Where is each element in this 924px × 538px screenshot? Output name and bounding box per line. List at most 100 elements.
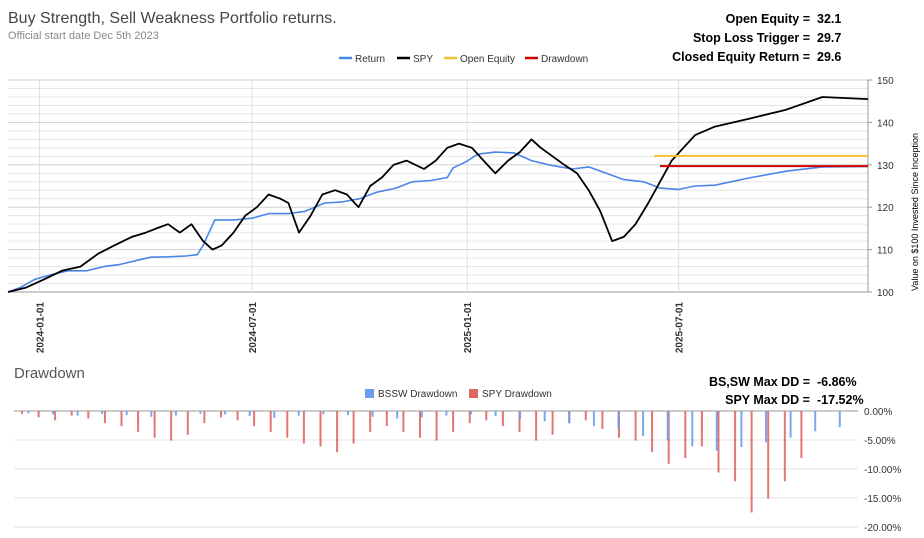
spy-drawdown-bar bbox=[700, 411, 703, 447]
bssw-drawdown-bar bbox=[740, 411, 743, 447]
bssw-drawdown-bar bbox=[52, 411, 54, 415]
stat-bssw-max-dd-value: -6.86% bbox=[817, 375, 857, 389]
spy-drawdown-bar bbox=[501, 411, 504, 427]
bssw-drawdown-bar bbox=[150, 411, 153, 417]
drawdown-chart-title: Drawdown bbox=[14, 365, 85, 382]
main-x-tick-label: 2024-01-01 bbox=[36, 302, 47, 354]
main-x-tick-label: 2025-07-01 bbox=[675, 302, 686, 354]
spy-drawdown-bar bbox=[236, 411, 239, 421]
bssw-drawdown-bar bbox=[568, 411, 571, 424]
bssw-drawdown-bar bbox=[248, 411, 251, 417]
stat-spy-max-dd-label: SPY Max DD = bbox=[725, 393, 810, 407]
bssw-drawdown-bar bbox=[617, 411, 620, 429]
spy-drawdown-bar bbox=[286, 411, 289, 438]
drawdown-y-tick-label: -20.00% bbox=[864, 523, 901, 534]
legend-spy-dd-swatch bbox=[469, 389, 478, 398]
spy-drawdown-bar bbox=[651, 411, 654, 453]
spy-drawdown-bar bbox=[87, 411, 90, 419]
spy-drawdown-bar bbox=[734, 411, 737, 482]
legend-open-equity-label: Open Equity bbox=[460, 54, 515, 65]
main-y-tick-label: 100 bbox=[877, 288, 894, 299]
spy-drawdown-bar bbox=[419, 411, 421, 438]
spy-drawdown-bar bbox=[750, 411, 753, 513]
bssw-drawdown-bar bbox=[396, 411, 399, 419]
spy-drawdown-bar bbox=[402, 411, 405, 432]
stat-bssw-max-dd-label: BS,SW Max DD = bbox=[709, 375, 810, 389]
bssw-drawdown-bar bbox=[297, 411, 300, 416]
spy-drawdown-bar bbox=[269, 411, 272, 432]
spy-drawdown-bar bbox=[452, 411, 455, 432]
spy-drawdown-bar bbox=[220, 411, 222, 418]
main-y-tick-label: 140 bbox=[877, 118, 894, 129]
main-chart-y-axis-label: Value on $100 Invested Since Inception bbox=[910, 133, 920, 291]
legend-drawdown-label: Drawdown bbox=[541, 54, 588, 65]
drawdown-y-tick-label: -10.00% bbox=[864, 465, 901, 476]
bssw-drawdown-bar bbox=[814, 411, 817, 432]
main-y-tick-label: 110 bbox=[877, 246, 893, 257]
bssw-drawdown-bar bbox=[322, 411, 325, 415]
bssw-drawdown-bar bbox=[765, 411, 767, 443]
main-chart-series bbox=[7, 96, 869, 293]
spy-drawdown-bar bbox=[800, 411, 803, 458]
spy-drawdown-bar bbox=[767, 411, 770, 499]
spy-drawdown-bar bbox=[302, 411, 305, 444]
bssw-drawdown-bar bbox=[76, 411, 79, 416]
spy-drawdown-bar bbox=[54, 411, 57, 421]
main-chart-x-ticks: 2024-01-01 2024-07-01 2025-01-01 2025-07-01 bbox=[36, 80, 686, 353]
spy-drawdown-bar bbox=[551, 411, 554, 435]
spy-drawdown-bar bbox=[717, 411, 720, 473]
main-chart-y-ticks: 100 110 120 130 140 150 bbox=[868, 76, 894, 299]
spy-drawdown-bar bbox=[319, 411, 322, 447]
legend-spy-dd-label: SPY Drawdown bbox=[482, 389, 552, 400]
spy-drawdown-bar bbox=[435, 411, 438, 441]
spy-drawdown-bar bbox=[518, 411, 521, 432]
bssw-drawdown-bar bbox=[592, 411, 595, 427]
bssw-drawdown-bar bbox=[199, 411, 202, 414]
spy-drawdown-bar bbox=[186, 411, 189, 435]
stat-open-equity-label: Open Equity = bbox=[726, 12, 810, 26]
spy-drawdown-bar bbox=[21, 411, 23, 414]
bssw-drawdown-bar bbox=[789, 411, 792, 438]
stat-stop-loss-label: Stop Loss Trigger = bbox=[693, 31, 810, 45]
spy-drawdown-bar bbox=[684, 411, 687, 458]
drawdown-chart-y-ticks: 0.00% -5.00% -10.00% -15.00% -20.00% bbox=[864, 407, 901, 534]
bssw-drawdown-bar bbox=[445, 411, 448, 416]
stat-open-equity-value: 32.1 bbox=[817, 12, 841, 26]
drawdown-y-tick-label: -15.00% bbox=[864, 494, 901, 505]
spy-drawdown-bar bbox=[601, 411, 604, 429]
spy-drawdown-bar bbox=[584, 411, 587, 421]
bssw-drawdown-bar bbox=[273, 411, 276, 418]
spy-drawdown-bar bbox=[634, 411, 637, 441]
spy-drawdown-bar bbox=[103, 411, 106, 424]
stat-closed-equity-label: Closed Equity Return = bbox=[672, 50, 810, 64]
spy-drawdown-bar bbox=[369, 411, 372, 432]
main-x-tick-label: 2024-07-01 bbox=[248, 302, 259, 354]
spy-drawdown-bar bbox=[783, 411, 786, 482]
legend-return-label: Return bbox=[355, 54, 385, 65]
spy-drawdown-bar bbox=[120, 411, 123, 427]
bssw-drawdown-bar bbox=[519, 411, 522, 420]
bssw-drawdown-bar bbox=[715, 411, 718, 451]
spy-drawdown-bar bbox=[70, 411, 73, 416]
spy-drawdown-bar bbox=[485, 411, 488, 421]
spy-drawdown-bar bbox=[253, 411, 256, 427]
main-x-tick-label: 2025-01-01 bbox=[463, 302, 474, 354]
stat-closed-equity-value: 29.6 bbox=[817, 50, 841, 64]
legend-bssw-label: BSSW Drawdown bbox=[378, 389, 457, 400]
drawdown-chart-bars bbox=[21, 411, 841, 513]
spy-drawdown-bar bbox=[153, 411, 156, 438]
return-line bbox=[7, 151, 869, 293]
spy-drawdown-bar bbox=[468, 411, 471, 424]
main-y-tick-label: 150 bbox=[877, 76, 894, 87]
bssw-drawdown-bar bbox=[174, 411, 177, 416]
spy-drawdown-bar bbox=[385, 411, 388, 427]
stat-stop-loss-value: 29.7 bbox=[817, 31, 841, 45]
bssw-drawdown-bar bbox=[494, 411, 497, 417]
spy-drawdown-bar bbox=[352, 411, 355, 444]
spy-drawdown-bar bbox=[203, 411, 206, 424]
bssw-drawdown-bar bbox=[371, 411, 374, 417]
spy-line bbox=[7, 96, 869, 293]
bssw-drawdown-bar bbox=[420, 411, 423, 418]
